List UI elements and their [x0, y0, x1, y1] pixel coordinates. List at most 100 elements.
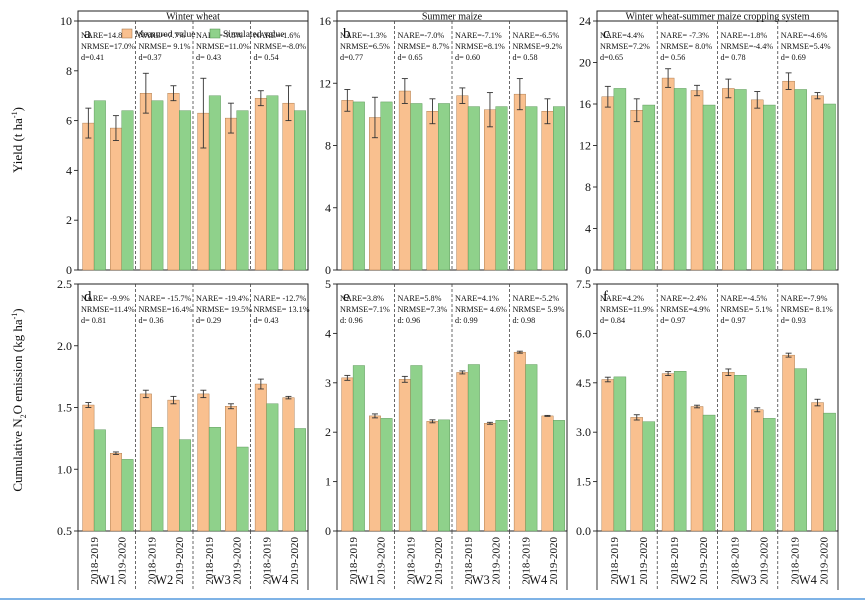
stat-line: NARE= -7.3%: [660, 31, 709, 40]
stat-line: d= 0.69: [781, 53, 806, 62]
stat-line: d= 0.65: [398, 53, 423, 62]
stat-line: NARE=-4.5%: [721, 294, 768, 303]
measured-bar: [254, 383, 267, 532]
panel-letter: d: [84, 289, 92, 305]
simulated-bar: [467, 364, 480, 532]
measured-bar: [398, 379, 411, 532]
stat-line: NARE=-1.3%: [340, 31, 387, 40]
stat-line: NARE=-1.6%: [254, 31, 301, 40]
stat-line: d=0.77: [340, 53, 363, 62]
measured-bar: [690, 406, 704, 532]
x-category-label: 2019-2020: [819, 537, 831, 585]
y-tick-label: 24: [579, 14, 591, 28]
simulated-bar: [467, 106, 480, 271]
simulated-bar: [763, 418, 776, 532]
measured-bar: [109, 127, 122, 271]
simulated-bar: [763, 104, 776, 271]
panel-a: Winter wheat 0 2 4 6 8 10 NARE=14.8% NRMSE=17.0%…: [60, 10, 309, 277]
measured-bar: [751, 409, 764, 532]
x-category-label: 2018-2019: [147, 537, 159, 585]
stat-line: d= 0.56: [660, 53, 685, 62]
x-category-label: 2019-2020: [698, 537, 710, 585]
measured-bar: [426, 111, 439, 271]
stat-line: NRMSE=16.4%: [139, 305, 193, 314]
simulated-bar: [380, 101, 393, 271]
measured-bar: [426, 421, 439, 532]
measured-bar: [782, 354, 795, 532]
stat-line: NRMSE= 8.1%: [781, 305, 833, 314]
stat-line: d= 0.93: [781, 316, 806, 325]
y-tick-label: 4.5: [576, 376, 591, 390]
measured-bar: [167, 93, 180, 271]
x-category-label: 2018-2019: [406, 537, 418, 585]
simulated-bar: [553, 420, 565, 532]
stat-line: NRMSE=7.1%: [340, 305, 390, 314]
panel-f: 0.0 1.5 3.0 4.5 6.0 7.5 NARE=4.2% NRMSE=11.9% d=…: [576, 277, 839, 590]
stat-line: d: 0.96: [340, 316, 363, 325]
stat-line: d= 0.58: [513, 53, 538, 62]
stat-line: d= 0.29: [196, 316, 221, 325]
stat-line: NRMSE=7.2%: [600, 42, 650, 51]
y-tick-label: 0: [585, 263, 591, 277]
x-category-label: 2019-2020: [117, 537, 129, 585]
panel-title: Summer maize: [422, 12, 483, 23]
simulated-bar: [642, 104, 656, 271]
y-tick-label: 2.5: [57, 277, 72, 291]
y-tick-label: 8: [585, 180, 591, 194]
panel-letter: a: [84, 26, 91, 42]
stat-line: NARE=4.4%: [600, 31, 644, 40]
stat-line: d= 0.97: [721, 316, 746, 325]
stat-line: NARE=4.2%: [600, 294, 644, 303]
simulated-bar: [734, 89, 747, 271]
x-category-label: 2018-2019: [521, 537, 533, 585]
simulated-bar: [151, 427, 164, 532]
stat-line: d= 0.54: [254, 53, 279, 62]
x-category-label: 2018-2019: [790, 537, 802, 585]
measured-bar: [811, 95, 824, 271]
panel-d: 0.5 1.0 1.5 2.0 2.5 NARE= -9.9% NRMSE=11.4% d= …: [57, 277, 310, 590]
legend-label-simulated: Simulated value: [223, 30, 284, 40]
stat-line: NARE=-4.6%: [781, 31, 828, 40]
simulated-bar: [352, 365, 365, 532]
stat-line: NRMSE= 8.7%: [398, 42, 450, 51]
simulated-bar: [208, 95, 221, 271]
stat-line: NRMSE=11.9%: [600, 305, 654, 314]
measured-bar: [601, 96, 615, 271]
y-tick-label: 8: [66, 64, 72, 78]
stat-line: d: 0.98: [513, 316, 536, 325]
measured-bar: [722, 372, 735, 532]
simulated-bar: [294, 428, 306, 532]
stat-line: NRMSE= 5.9%: [513, 305, 565, 314]
y-tick-label: 0: [66, 263, 72, 277]
measured-bar: [369, 117, 381, 271]
measured-bar: [197, 393, 210, 532]
group-label: W3: [213, 573, 231, 587]
simulated-bar: [702, 104, 716, 271]
stat-line: NRMSE= 5.1%: [721, 305, 773, 314]
y-tick-label: 4: [585, 222, 591, 236]
measured-bar: [661, 77, 675, 271]
measured-bar: [167, 399, 180, 532]
simulated-bar: [121, 459, 134, 532]
y-tick-label: 1.5: [57, 401, 72, 415]
stat-line: d= 0.84: [600, 316, 625, 325]
group-label: W1: [98, 573, 116, 587]
stat-line: NARE= -12.7%: [254, 294, 307, 303]
simulated-bar: [438, 103, 450, 271]
y-tick-label: 6.0: [576, 326, 591, 340]
measured-bar: [630, 417, 643, 532]
x-category-label: 2018-2019: [89, 537, 101, 585]
stat-line: NRMSE=6.5%: [340, 42, 390, 51]
y-tick-label: 4: [66, 163, 72, 177]
stat-line: d= 0.36: [139, 316, 164, 325]
simulated-bar: [495, 106, 508, 271]
y-tick-label: 5: [325, 277, 331, 291]
measured-bar: [224, 406, 237, 532]
y-tick-label: 2.0: [57, 339, 72, 353]
measured-bar: [139, 93, 152, 271]
simulated-bar: [93, 100, 106, 271]
simulated-bar: [553, 106, 565, 271]
measured-bar: [456, 95, 469, 271]
measured-bar: [282, 102, 295, 271]
simulated-bar: [794, 368, 807, 532]
